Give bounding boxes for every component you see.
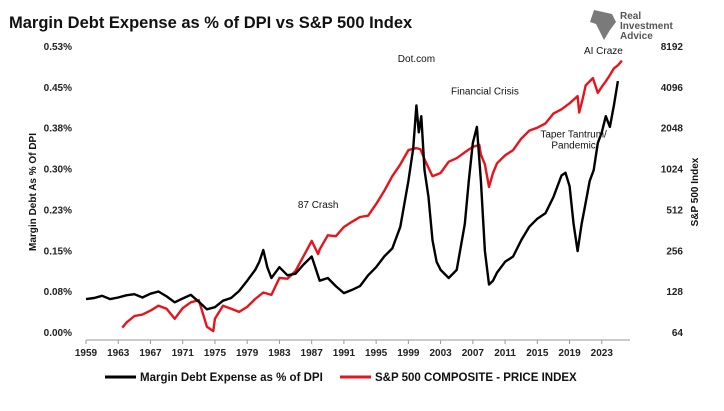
chart-title: Margin Debt Expense as % of DPI vs S&P 5…	[9, 14, 413, 32]
legend-label-sp500: S&P 500 COMPOSITE - PRICE INDEX	[375, 372, 577, 384]
annotation-label: AI Craze	[584, 46, 623, 57]
x-tick-label: 2015	[526, 348, 549, 359]
y-left-tick-label: 0.00%	[44, 328, 72, 339]
sp500-series-line	[121, 59, 623, 333]
x-tick-label: 2007	[462, 348, 485, 359]
x-tick-label: 1959	[75, 348, 98, 359]
x-tick-label: 1983	[268, 348, 291, 359]
y-left-tick-label: 0.30%	[44, 165, 72, 176]
brand-logo: Real Investment Advice	[590, 10, 673, 42]
x-tick-label: 2023	[591, 348, 614, 359]
y-left-tick-label: 0.45%	[44, 83, 72, 94]
x-tick-label: 1971	[172, 348, 195, 359]
annotation-label: Taper Tantrum/	[540, 130, 607, 141]
x-tick-label: 1967	[139, 348, 162, 359]
y-left-tick-labels: 0.00% 0.08% 0.15% 0.23% 0.30% 0.38% 0.45% 0.53%	[44, 42, 72, 339]
y-left-axis-title: Margin Debt As % Of DPI	[28, 133, 39, 251]
x-tick-label: 1987	[301, 348, 324, 359]
x-tick-label: 1979	[236, 348, 259, 359]
y-right-tick-label: 512	[666, 205, 683, 216]
legend: Margin Debt Expense as % of DPI S&P 500 …	[105, 372, 577, 384]
x-tick-label: 2011	[494, 348, 516, 359]
annotation-label: Dot.com	[398, 54, 435, 65]
y-right-tick-label: 64	[672, 328, 684, 339]
margin-debt-series-line	[85, 80, 620, 311]
x-tick-label: 1995	[365, 348, 388, 359]
y-left-tick-label: 0.15%	[44, 246, 72, 257]
x-tick-label: 2003	[429, 348, 452, 359]
y-right-tick-label: 256	[666, 246, 683, 257]
eagle-logo-icon	[590, 10, 616, 40]
y-right-axis-title: S&P 500 Index	[690, 157, 701, 226]
y-right-tick-labels: 64 128 256 512 1024 2048 4096 8192	[661, 42, 684, 339]
brand-line-2: Investment	[620, 21, 673, 32]
y-left-tick-label: 0.23%	[44, 205, 72, 216]
y-right-tick-label: 2048	[661, 124, 684, 135]
x-tick-labels: 1959 1963 1967 1971 1975 1979 1983 1987 1991 1995…	[75, 340, 613, 359]
x-tick-label: 1975	[204, 348, 227, 359]
y-left-tick-label: 0.08%	[44, 287, 72, 298]
legend-label-margin-debt: Margin Debt Expense as % of DPI	[140, 372, 323, 384]
x-tick-label: 1999	[397, 348, 420, 359]
y-right-tick-label: 1024	[661, 165, 684, 176]
annotation-label: 87 Crash	[298, 200, 339, 211]
x-tick-label: 1963	[107, 348, 130, 359]
x-tick-label: 2019	[558, 348, 581, 359]
y-left-tick-label: 0.38%	[44, 124, 72, 135]
annotation-label: Financial Crisis	[451, 87, 519, 98]
x-tick-label: 1991	[333, 348, 356, 359]
annotation-label: Pandemic	[551, 141, 595, 152]
annotations: 87 Crash Dot.com Financial Crisis Taper Tan…	[298, 46, 623, 211]
brand-line-1: Real	[620, 11, 641, 22]
y-right-tick-label: 128	[666, 287, 683, 298]
y-right-tick-label: 4096	[661, 83, 684, 94]
y-left-tick-label: 0.53%	[44, 42, 72, 53]
y-right-tick-label: 8192	[661, 42, 684, 53]
brand-line-3: Advice	[620, 31, 653, 42]
